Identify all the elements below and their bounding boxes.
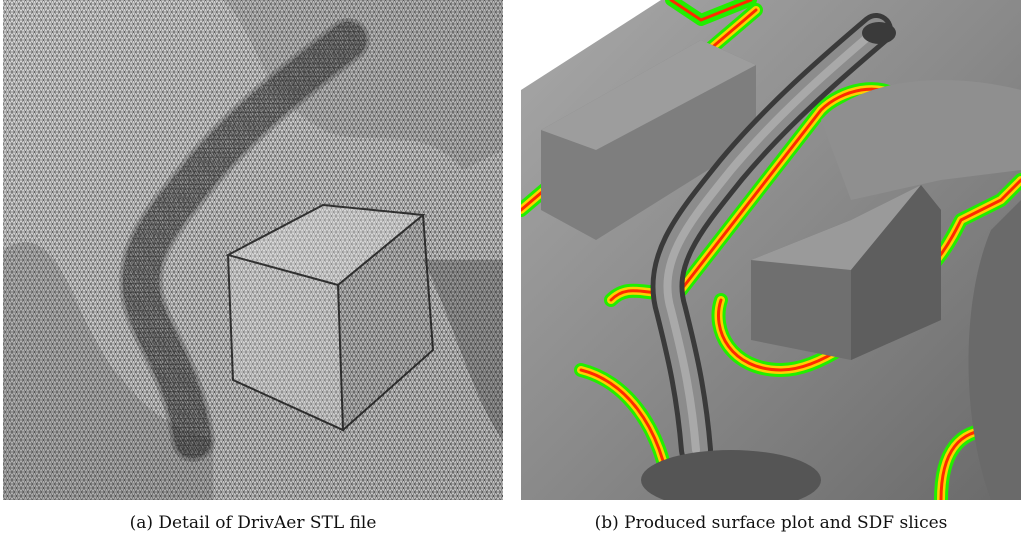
caption-panel-a: (a) Detail of DrivAer STL file	[129, 513, 377, 533]
surface-sdf-render	[521, 0, 1021, 500]
stl-mesh-image	[3, 0, 503, 500]
stl-mesh-render	[3, 0, 503, 500]
caption-panel-b: (b) Produced surface plot and SDF slices	[594, 513, 948, 533]
surface-sdf-image	[521, 0, 1021, 500]
